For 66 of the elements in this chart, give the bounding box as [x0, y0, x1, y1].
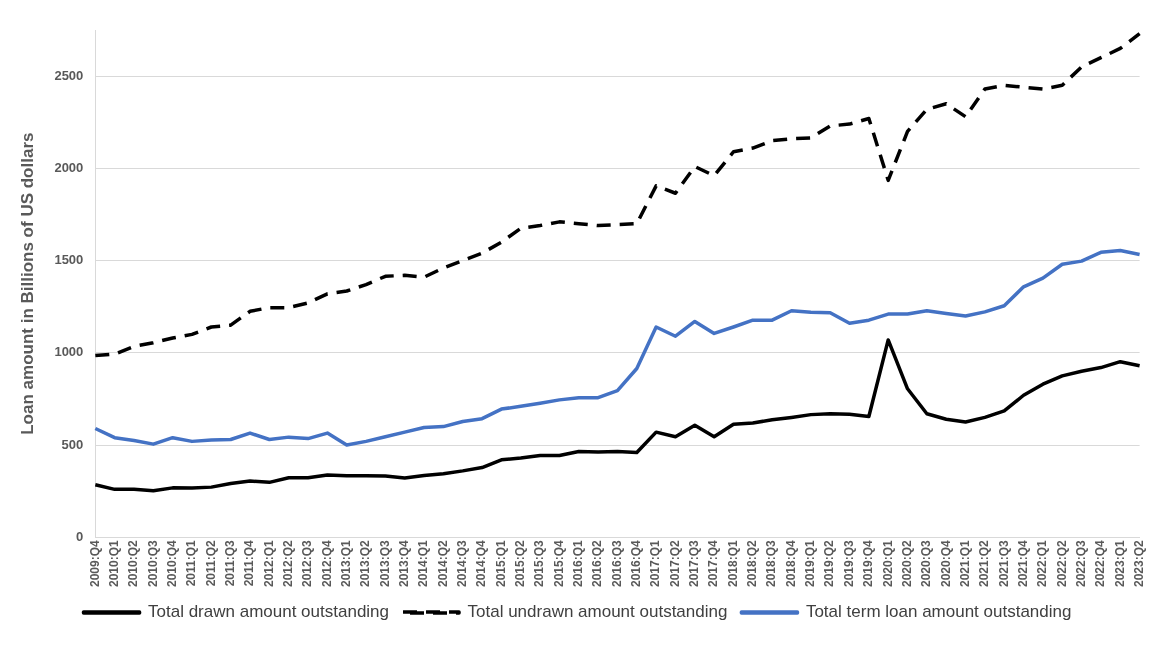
y-tick-label: 2000 — [54, 159, 84, 175]
x-tick-label: 2011:Q2 — [203, 539, 218, 587]
x-tick-label: 2019:Q2 — [822, 539, 837, 587]
x-tick-label: 2015:Q4 — [551, 539, 566, 587]
x-tick-label: 2021:Q1 — [957, 539, 972, 587]
y-tick-label: 500 — [61, 436, 84, 452]
x-tick-label: 2013:Q1 — [339, 539, 354, 587]
y-axis-title: Loan amount in Billions of US dollars — [17, 132, 37, 435]
x-tick-label: 2011:Q4 — [242, 539, 257, 587]
x-tick-label: 2012:Q3 — [300, 539, 315, 587]
x-tick-label: 2013:Q2 — [358, 539, 373, 587]
x-tick-label: 2019:Q3 — [841, 539, 856, 587]
x-tick-label: 2013:Q3 — [377, 539, 392, 587]
x-tick-label: 2014:Q2 — [435, 539, 450, 587]
x-tick-label: 2018:Q1 — [725, 539, 740, 587]
x-tick-label: 2017:Q2 — [667, 539, 682, 587]
x-tick-label: 2020:Q1 — [880, 539, 895, 587]
x-tick-label: 2015:Q3 — [532, 539, 547, 587]
x-tick-label: 2022:Q1 — [1035, 539, 1050, 587]
x-tick-label: 2011:Q3 — [223, 539, 237, 587]
x-tick-label: 2019:Q4 — [861, 539, 876, 587]
x-tick-label: 2022:Q4 — [1093, 539, 1108, 587]
legend-label: Total term loan amount outstanding — [805, 602, 1072, 622]
x-tick-label: 2021:Q2 — [977, 539, 992, 587]
x-tick-label: 2022:Q3 — [1073, 539, 1088, 587]
x-tick-label: 2010:Q1 — [106, 539, 121, 587]
x-tick-label: 2017:Q3 — [687, 539, 702, 587]
x-tick-label: 2018:Q2 — [745, 539, 760, 587]
x-tick-label: 2013:Q4 — [397, 539, 412, 587]
x-tick-label: 2010:Q3 — [145, 539, 160, 587]
legend-label: Total drawn amount outstanding — [148, 602, 390, 622]
x-tick-label: 2017:Q4 — [706, 539, 721, 587]
x-tick-label: 2023:Q1 — [1112, 539, 1127, 587]
y-tick-label: 1500 — [54, 252, 84, 268]
x-tick-label: 2014:Q4 — [474, 539, 489, 587]
x-tick-label: 2009:Q4 — [87, 539, 102, 587]
x-tick-label: 2012:Q4 — [319, 539, 334, 587]
x-tick-label: 2014:Q3 — [455, 539, 470, 587]
x-tick-label: 2015:Q1 — [493, 539, 508, 587]
x-tick-label: 2020:Q4 — [938, 539, 953, 587]
x-tick-label: 2021:Q4 — [1015, 539, 1030, 587]
x-tick-label: 2016:Q3 — [609, 539, 624, 587]
x-tick-label: 2017:Q1 — [648, 539, 663, 587]
x-tick-label: 2011:Q1 — [184, 539, 199, 587]
y-tick-label: 2500 — [54, 67, 84, 83]
x-tick-label: 2016:Q2 — [590, 539, 605, 587]
x-tick-label: 2016:Q1 — [571, 539, 586, 587]
x-tick-label: 2018:Q3 — [764, 539, 779, 587]
y-tick-label: 0 — [76, 528, 84, 544]
line-series — [93, 31, 1142, 358]
x-tick-label: 2010:Q4 — [164, 539, 179, 587]
x-tick-label: 2022:Q2 — [1054, 539, 1069, 587]
x-tick-label: 2019:Q1 — [803, 539, 818, 587]
x-tick-label: 2023:Q2 — [1131, 539, 1146, 587]
x-tick-label: 2021:Q3 — [996, 539, 1011, 587]
x-tick-label: 2020:Q3 — [919, 539, 934, 587]
x-tick-label: 2010:Q2 — [126, 539, 141, 587]
x-tick-label: 2020:Q2 — [899, 539, 914, 587]
x-tick-label: 2012:Q1 — [261, 539, 276, 587]
x-tick-label: 2012:Q2 — [281, 539, 296, 587]
legend-label: Total undrawn amount outstanding — [467, 602, 728, 622]
x-tick-label: 2016:Q4 — [629, 539, 644, 587]
x-tick-label: 2014:Q1 — [416, 539, 431, 587]
x-tick-label: 2015:Q2 — [513, 539, 528, 587]
y-tick-label: 1000 — [54, 344, 84, 360]
x-tick-label: 2018:Q4 — [783, 539, 798, 587]
